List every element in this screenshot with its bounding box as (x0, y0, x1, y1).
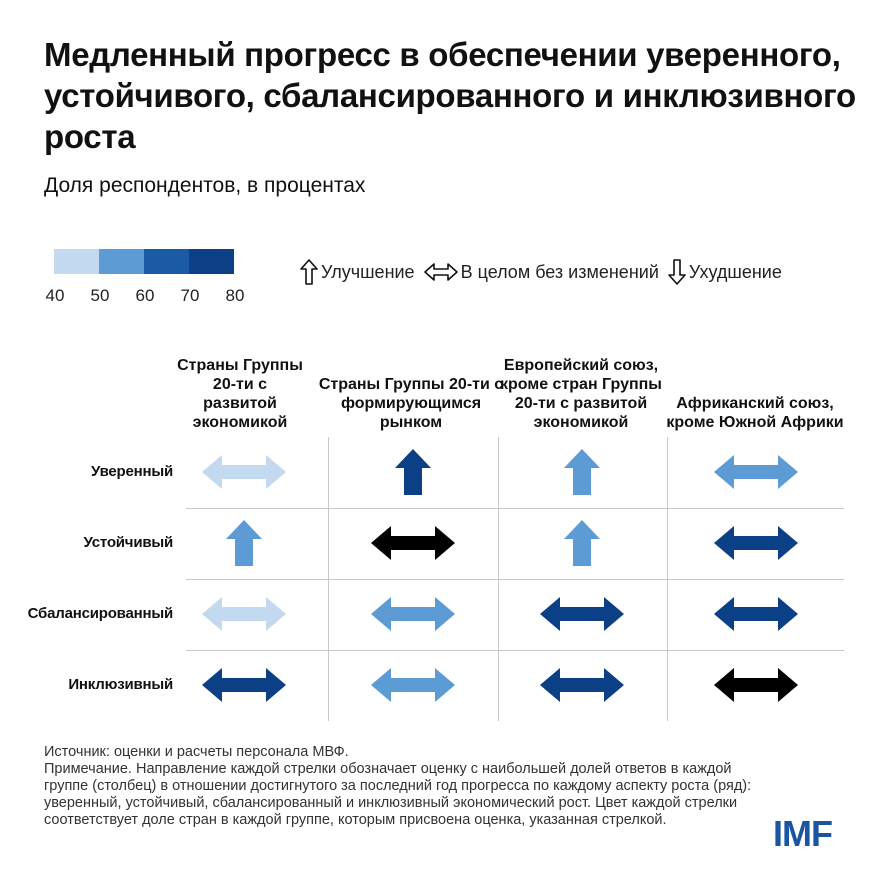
chart-title: Медленный прогресс в обеспечении уверенн… (44, 36, 856, 155)
column-header-g20-advanced: Страны Группы 20-ти с развитой экономико… (177, 357, 303, 431)
scale-tick-80: 80 (225, 286, 245, 305)
arrow-left-right-icon (202, 668, 286, 702)
legend-up-label: Улучшение (321, 261, 415, 282)
cell-3-4 (675, 579, 837, 649)
cell-1-2 (332, 437, 494, 507)
grid-hline-1 (186, 508, 844, 509)
arrow-left-right-icon (202, 455, 286, 489)
grid-hline-2 (186, 579, 844, 580)
arrow-down-outline-icon (668, 259, 686, 285)
arrow-left-right-icon (714, 668, 798, 702)
legend-up: Улучшение (300, 259, 415, 285)
row-label-confident: Уверенный (91, 463, 173, 480)
cell-3-3 (501, 579, 663, 649)
column-header-eu: Европейский союз, кроме стран Группы 20-… (500, 357, 662, 431)
scale-tick-40: 40 (45, 286, 65, 305)
arrow-up-icon (564, 449, 600, 495)
cell-1-3 (501, 437, 663, 507)
chart-subtitle: Доля респондентов, в процентах (44, 174, 366, 197)
color-scale-swatch-1 (54, 249, 99, 274)
column-header-au: Африканский союз, кроме Южной Африки (666, 395, 844, 431)
cell-4-1 (163, 650, 325, 720)
arrow-left-right-icon (202, 597, 286, 631)
arrow-left-right-icon (714, 455, 798, 489)
cell-1-1 (163, 437, 325, 507)
arrow-left-right-outline-icon (423, 263, 458, 281)
column-header-g20-emerging: Страны Группы 20-ти с формирующимся рынк… (318, 376, 504, 431)
color-scale-swatch-3 (144, 249, 189, 274)
arrow-left-right-icon (714, 597, 798, 631)
row-label-inclusive: Инклюзивный (68, 676, 173, 693)
scale-tick-60: 60 (135, 286, 155, 305)
row-label-balanced: Сбалансированный (27, 605, 174, 622)
scale-tick-50: 50 (90, 286, 110, 305)
cell-4-3 (501, 650, 663, 720)
source-text: Источник: оценки и расчеты персонала МВФ… (44, 744, 349, 760)
arrow-left-right-icon (714, 526, 798, 560)
color-scale (54, 249, 234, 274)
arrow-left-right-icon (371, 597, 455, 631)
arrow-up-outline-icon (300, 259, 318, 285)
footer-note: Источник: оценки и расчеты персонала МВФ… (44, 744, 764, 829)
arrow-up-icon (395, 449, 431, 495)
legend-down: Ухудшение (668, 259, 782, 285)
arrow-up-icon (226, 520, 262, 566)
cell-4-4 (675, 650, 837, 720)
row-label-resilient: Устойчивый (83, 534, 174, 551)
arrow-left-right-icon (371, 668, 455, 702)
cell-2-4 (675, 508, 837, 578)
cell-4-2 (332, 650, 494, 720)
arrow-left-right-icon (540, 597, 624, 631)
color-scale-ticks: 40 50 60 70 80 (36, 286, 256, 306)
cell-3-1 (163, 579, 325, 649)
cell-1-4 (675, 437, 837, 507)
arrow-up-icon (564, 520, 600, 566)
direction-legend: Улучшение В целом без изменений Ухудшени… (300, 259, 782, 285)
scale-tick-70: 70 (180, 286, 200, 305)
arrow-left-right-icon (371, 526, 455, 560)
legend-flat-label: В целом без изменений (460, 261, 659, 282)
imf-logo: IMF (773, 813, 833, 854)
cell-3-2 (332, 579, 494, 649)
grid-hline-3 (186, 650, 844, 651)
color-scale-swatch-4 (189, 249, 234, 274)
note-text: Примечание. Направление каждой стрелки о… (44, 761, 752, 828)
cell-2-1 (163, 508, 325, 578)
legend-flat: В целом без изменений (423, 261, 659, 283)
legend-down-label: Ухудшение (688, 261, 782, 282)
arrow-left-right-icon (540, 668, 624, 702)
cell-2-3 (501, 508, 663, 578)
cell-2-2 (332, 508, 494, 578)
color-scale-swatch-2 (99, 249, 144, 274)
